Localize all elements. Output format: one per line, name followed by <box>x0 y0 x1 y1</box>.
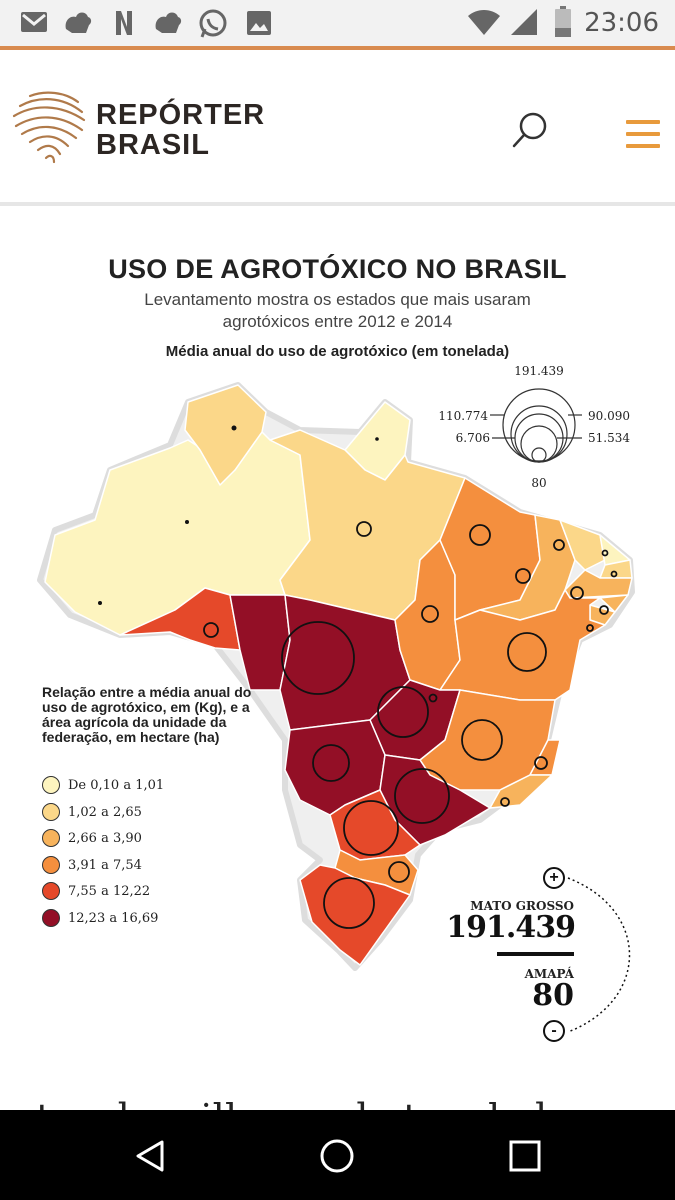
bubble-parana <box>343 800 399 856</box>
back-icon[interactable] <box>132 1138 168 1174</box>
legend-swatch <box>42 882 60 900</box>
brand-line-1: REPÓRTER <box>96 99 266 131</box>
bubble-df <box>428 693 438 703</box>
site-header <box>0 50 675 202</box>
state-ceara <box>559 519 606 571</box>
zoom-out-button[interactable]: - <box>543 1020 565 1042</box>
home-icon[interactable] <box>318 1137 356 1175</box>
legend-label: 7,55 a 12,22 <box>68 884 151 899</box>
legend-title: Relação entre a média anual do uso de ag… <box>42 684 252 745</box>
recents-icon[interactable] <box>508 1139 542 1173</box>
bubble-santa-catarina <box>388 861 410 883</box>
whatsapp-icon <box>199 9 227 38</box>
legend-label: 2,66 a 3,90 <box>68 831 142 846</box>
battery-icon <box>555 6 571 37</box>
clock: 23:06 <box>584 8 659 38</box>
bubble-tocantins <box>421 605 439 623</box>
bubble-acre <box>203 622 219 638</box>
bubble-para <box>356 521 372 537</box>
scale-label-110774: 110.774 <box>438 409 488 423</box>
chart-title: Média anual do uso de agrotóxico (em ton… <box>165 343 510 360</box>
bubble-size-scale <box>490 388 582 463</box>
bird-icon <box>155 12 182 33</box>
brazil-map: 191.439 110.774 90.090 6.706 51.534 80 <box>37 364 635 971</box>
legend-label: De 0,10 a 1,01 <box>68 778 165 793</box>
bubble-rio-grande-do-sul <box>323 877 375 929</box>
bubble-minas-gerais <box>461 719 503 761</box>
brand-line-2: BRASIL <box>96 129 210 161</box>
scale-label-6706: 6.706 <box>456 431 490 445</box>
bubble-rio-grande-do-norte <box>601 549 609 557</box>
min-state-value: 80 <box>532 978 574 1013</box>
bubble-bahia <box>507 632 547 672</box>
scale-label-min: 80 <box>531 476 546 490</box>
bubble-piaui <box>515 568 531 584</box>
scale-label-90090: 90.090 <box>588 409 630 423</box>
scale-label-51534: 51.534 <box>588 431 630 445</box>
min-state-label: AMAPÁ <box>524 967 574 981</box>
logo-fingerprint-icon[interactable] <box>10 88 90 164</box>
search-icon[interactable] <box>508 108 552 152</box>
mail-icon <box>21 12 47 32</box>
accent-line <box>0 46 675 50</box>
infographic-subtitle: Levantamento mostra os estados que mais … <box>144 290 531 331</box>
bubble-goias <box>377 686 429 738</box>
navigation-bar <box>0 1110 675 1200</box>
bubble-maranhao <box>469 524 491 546</box>
bubble-amazonas <box>185 520 189 524</box>
state-roraima <box>184 384 267 486</box>
infographic-title: USO DE AGROTÓXICO NO BRASIL <box>108 254 567 284</box>
legend-label: 12,23 a 16,69 <box>68 910 159 926</box>
bubble-sao-paulo <box>394 768 450 824</box>
bubble-mato-grosso <box>281 621 355 695</box>
bird-icon <box>65 12 92 33</box>
bubble-rio-de-janeiro <box>500 797 510 807</box>
max-state-value: 191.439 <box>446 910 576 945</box>
bubble-roraima <box>231 425 237 431</box>
stats-divider <box>497 952 574 956</box>
wifi-icon <box>468 10 500 35</box>
bubble-pernambuco <box>570 586 584 600</box>
legend-swatch <box>42 802 60 821</box>
stats-arc <box>567 877 631 1033</box>
legend-swatch <box>42 776 60 794</box>
bubble-ceara <box>553 539 565 551</box>
bubble-alagoas <box>599 605 609 615</box>
legend-swatch <box>42 908 60 927</box>
image-icon <box>247 11 271 35</box>
hamburger-icon[interactable] <box>622 118 664 152</box>
bubble-espirito-santo <box>534 756 548 770</box>
state-rio-de-janeiro <box>489 774 553 809</box>
legend-swatch <box>42 855 60 874</box>
state-alagoas <box>599 594 629 613</box>
signal-icon <box>511 9 537 35</box>
legend-swatch <box>42 829 60 847</box>
scale-label-max: 191.439 <box>514 364 564 378</box>
netflix-icon <box>116 11 132 35</box>
legend-label: 1,02 a 2,65 <box>68 804 142 820</box>
bubble-paraiba <box>610 570 618 578</box>
bubble-mato-grosso-do-sul <box>312 744 350 782</box>
brand-name[interactable]: REPÓRTER BRASIL <box>96 100 265 160</box>
bubble-sergipe <box>586 624 594 632</box>
bubble-amapa <box>375 437 379 441</box>
status-bar: 23:06 <box>0 0 675 46</box>
max-state-label: MATO GROSSO <box>470 899 574 913</box>
header-divider <box>0 202 675 206</box>
zoom-in-button[interactable]: + <box>543 867 565 889</box>
legend-label: 3,91 a 7,54 <box>68 857 142 873</box>
bubble-rondonia <box>98 601 102 605</box>
